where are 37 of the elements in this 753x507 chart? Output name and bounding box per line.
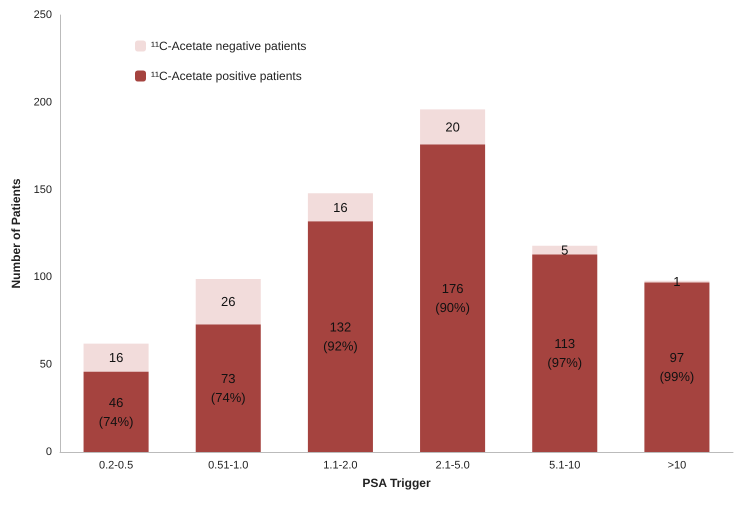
y-tick-label: 200 — [34, 96, 52, 108]
x-tick-label: 1.1-2.0 — [323, 460, 358, 472]
y-tick-label: 100 — [34, 271, 52, 284]
data-label: 46 (74%) — [98, 394, 134, 429]
legend-label: ¹¹C-Acetate negative patients — [151, 39, 306, 53]
data-label: 113 (97%) — [547, 336, 582, 370]
x-tick-label: >10 — [668, 460, 686, 472]
bar — [532, 254, 598, 452]
data-label: 16 — [108, 350, 124, 366]
x-tick-label: 2.1-5.0 — [435, 460, 470, 472]
y-tick-label: 250 — [34, 9, 52, 21]
data-label: 20 — [445, 119, 460, 134]
x-axis-title: PSA Trigger — [362, 476, 431, 490]
data-label: 132 (92%) — [323, 320, 358, 354]
x-tick-label: 5.1-10 — [549, 460, 580, 472]
bar — [196, 278, 261, 324]
data-label: 5 — [561, 242, 568, 258]
data-label: 16 — [333, 200, 348, 215]
bar — [420, 109, 486, 144]
data-label: 176 (90%) — [435, 281, 470, 316]
data-label: 97 (99%) — [660, 350, 694, 384]
bar — [308, 221, 373, 452]
bar — [308, 193, 373, 222]
bar — [532, 246, 598, 254]
bar — [84, 372, 149, 452]
data-label: 73 (74%) — [210, 371, 246, 406]
bar — [84, 344, 149, 372]
x-tick-label: 0.51-1.0 — [208, 460, 248, 472]
bar — [196, 324, 261, 452]
y-tick-label: 50 — [40, 358, 52, 371]
y-tick-label: 0 — [46, 446, 52, 458]
y-axis-title: Number of Patients — [9, 178, 23, 289]
bar — [420, 144, 486, 452]
y-tick-label: 150 — [34, 184, 52, 196]
data-label: 26 — [221, 294, 236, 310]
legend-label: ¹¹C-Acetate positive patients — [151, 69, 302, 83]
x-tick-label: 0.2-0.5 — [98, 460, 134, 472]
